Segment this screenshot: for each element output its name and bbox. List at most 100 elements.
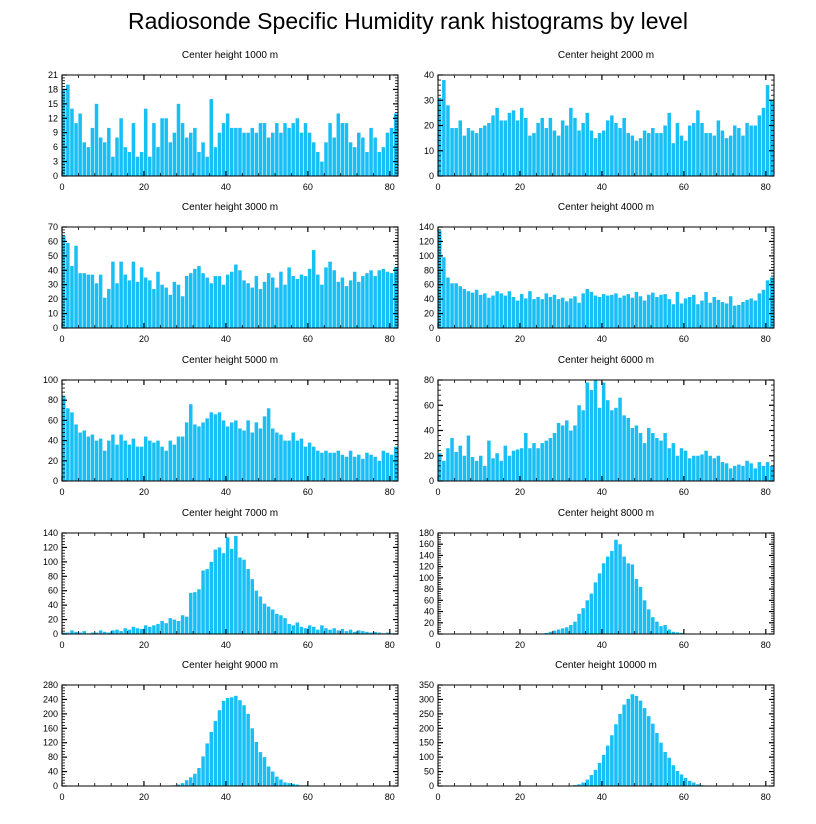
histogram-bar: [287, 440, 291, 481]
histogram-bar: [503, 295, 508, 328]
plot-frame: [437, 532, 775, 635]
histogram-bar: [728, 296, 733, 328]
histogram-bar: [82, 273, 86, 328]
histogram-bar: [275, 123, 279, 176]
x-tick-label: 80: [385, 182, 395, 192]
histogram-bar: [209, 99, 214, 176]
y-tick-label: 100: [419, 752, 434, 762]
histogram-bar: [311, 142, 316, 176]
histogram-bar: [507, 112, 512, 177]
histogram-bar: [238, 270, 242, 328]
histogram-bar: [720, 462, 725, 481]
histogram-bar: [589, 775, 594, 786]
histogram-bar: [634, 425, 639, 481]
histogram-bar: [544, 128, 549, 176]
histogram-bar: [316, 274, 320, 328]
histogram-bar: [733, 465, 737, 481]
histogram-bar: [74, 424, 78, 481]
page-title: Radiosonde Specific Humidity rank histog…: [128, 8, 688, 34]
histogram-bar: [189, 592, 193, 634]
histogram-bar: [250, 127, 254, 176]
histogram-bar: [745, 299, 749, 328]
histogram-bar: [466, 291, 471, 328]
histogram-bar: [708, 455, 712, 481]
histogram-bar: [474, 460, 479, 481]
histogram-bar: [381, 450, 386, 481]
histogram-bar: [589, 130, 594, 176]
y-tick-label: 300: [419, 694, 434, 704]
x-tick-label: 40: [597, 640, 607, 650]
histogram-bar: [299, 274, 304, 328]
y-tick-label: 40: [48, 265, 58, 275]
histogram-bar: [565, 420, 569, 481]
histogram-bar: [176, 103, 181, 176]
y-tick-label: 120: [43, 542, 58, 552]
x-tick-label: 60: [303, 792, 313, 802]
histogram-bar: [565, 125, 569, 176]
histogram-bar: [618, 128, 622, 176]
histogram-bar: [131, 626, 136, 634]
histogram-bar: [152, 289, 156, 328]
histogram-bar: [369, 270, 373, 328]
histogram-bar: [519, 107, 524, 176]
histogram-bar: [761, 289, 766, 328]
histogram-bar: [622, 415, 626, 481]
chart-panel: 0 20 40 60 80 0 20 40 60 80 100 120 140 Center height…: [419, 202, 775, 344]
y-tick-label: 200: [43, 709, 58, 719]
histogram-bar: [720, 130, 725, 176]
x-tick-label: 60: [679, 792, 689, 802]
histogram-bar: [634, 695, 639, 786]
x-tick-label: 80: [761, 182, 771, 192]
histogram-bar: [238, 700, 242, 786]
histogram-bar: [724, 138, 729, 177]
histogram-bar: [683, 140, 688, 176]
histogram-bar: [601, 754, 606, 786]
histogram-bar: [262, 123, 267, 176]
histogram-bar: [462, 135, 467, 176]
histogram-bar: [303, 446, 308, 481]
y-tick-label: 30: [48, 280, 58, 290]
histogram-bar: [242, 280, 246, 328]
histogram-bar: [733, 305, 737, 328]
histogram-bar: [659, 440, 663, 481]
histogram-bar: [328, 629, 332, 634]
histogram-bar: [221, 553, 226, 634]
histogram-bar: [336, 281, 341, 328]
histogram-bar: [168, 618, 173, 634]
histogram-bar: [634, 140, 639, 176]
histogram-bar: [373, 456, 377, 481]
histogram-bar: [667, 299, 671, 328]
histogram-bar: [291, 625, 295, 634]
histogram-bar: [119, 261, 123, 328]
panel-title: Center height 1000 m: [182, 50, 278, 61]
histogram-bar: [622, 704, 626, 786]
y-tick-label: 18: [48, 84, 58, 94]
histogram-bar: [573, 621, 577, 634]
histogram-bar: [737, 304, 741, 328]
y-tick-label: 40: [424, 607, 434, 617]
histogram-bar: [474, 289, 479, 328]
histogram-bar: [107, 440, 111, 481]
histogram-bar: [283, 440, 287, 481]
histogram-bar: [316, 629, 320, 634]
histogram-bar: [352, 147, 357, 176]
histogram-bar: [168, 142, 173, 176]
histogram-bar: [123, 628, 127, 634]
histogram-bar: [303, 276, 308, 328]
histogram-bar: [201, 142, 205, 176]
histogram-bar: [238, 557, 242, 634]
histogram-bar: [107, 289, 111, 328]
histogram-bar: [365, 631, 369, 634]
histogram-bar: [712, 458, 717, 481]
histogram-bar: [62, 632, 66, 634]
histogram-bar: [491, 458, 495, 481]
histogram-bar: [213, 414, 218, 481]
histogram-bar: [642, 600, 647, 634]
histogram-bar: [156, 271, 160, 328]
histogram-bar: [577, 405, 581, 481]
histogram-bar: [332, 137, 336, 176]
histogram-bar: [164, 118, 168, 176]
panel-title: Center height 4000 m: [558, 202, 654, 213]
histogram-bar: [291, 783, 295, 786]
y-tick-label: 0: [429, 323, 434, 333]
